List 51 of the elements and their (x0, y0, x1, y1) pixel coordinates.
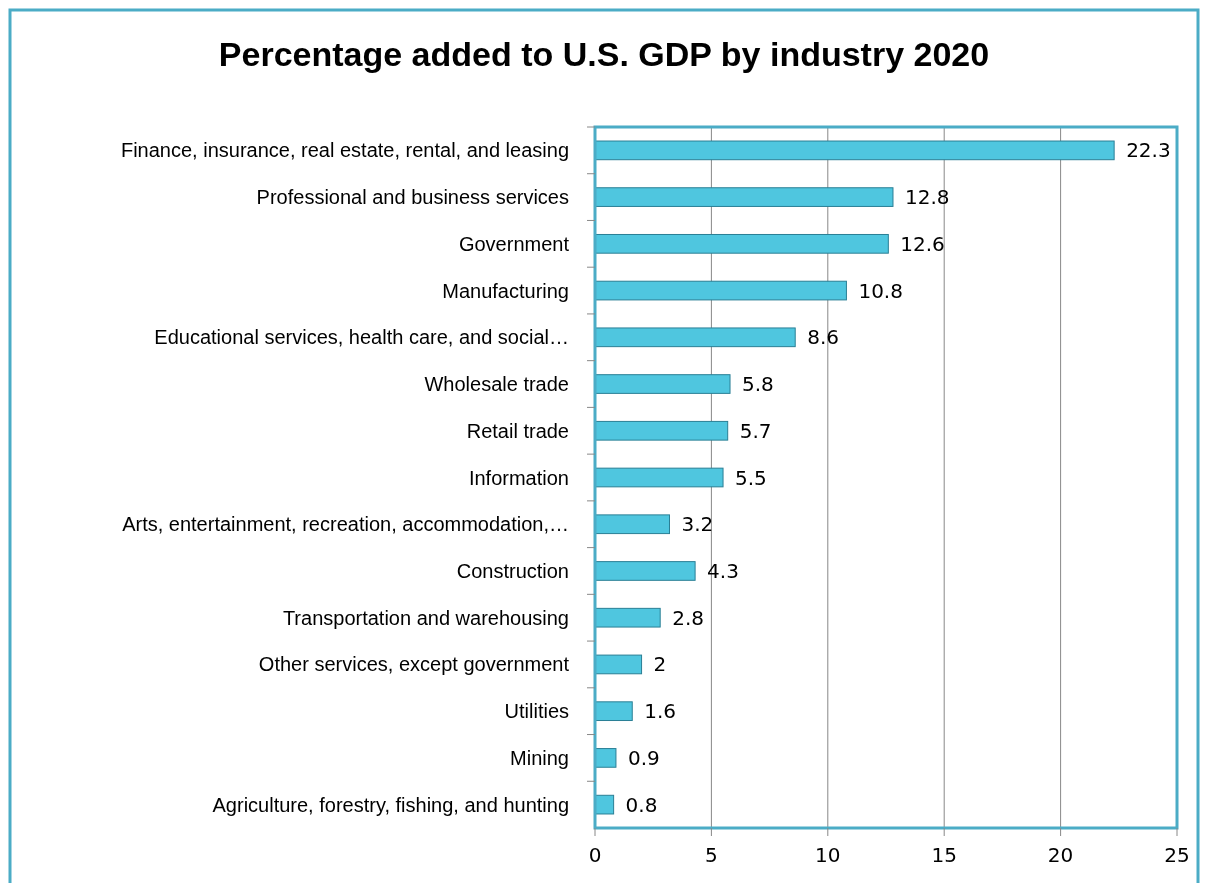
data-label: 12.6 (900, 231, 945, 256)
data-label: 2.8 (672, 605, 704, 630)
y-tick-label: Educational services, health care, and social… (154, 326, 569, 349)
bar (594, 140, 1115, 161)
bar (594, 467, 724, 488)
y-tick-label: Retail trade (466, 419, 569, 442)
y-tick-label: Arts, entertainment, recreation, accommodation,… (122, 513, 569, 536)
bar (594, 701, 633, 722)
y-tick-label: Professional and business services (256, 186, 569, 209)
data-label: 22.3 (1126, 138, 1171, 163)
bar (594, 327, 796, 348)
bar (594, 748, 617, 768)
data-label: 5.7 (739, 418, 772, 443)
bar (594, 561, 696, 581)
chart-title: Percentage added to U.S. GDP by industry 2020 (218, 35, 990, 73)
bar (594, 420, 729, 441)
data-label: 4.3 (707, 558, 739, 583)
x-tick-label: 25 (1164, 843, 1190, 867)
y-tick-label: Transportation and warehousing (282, 606, 569, 629)
bar (594, 607, 661, 628)
data-label: 0.9 (627, 745, 660, 770)
y-tick-label: Agriculture, forestry, fishing, and hunting (212, 793, 569, 816)
data-label: 2 (653, 652, 667, 677)
bar (594, 187, 894, 207)
x-tick-label: 0 (588, 843, 602, 867)
bar (594, 374, 731, 394)
y-tick-label: Wholesale trade (424, 373, 569, 396)
data-label: 8.6 (807, 325, 840, 350)
bar (594, 514, 670, 535)
data-label: 12.8 (904, 185, 950, 210)
x-tick-label: 20 (1047, 843, 1074, 867)
y-tick-label: Mining (510, 746, 569, 769)
bar (594, 233, 889, 254)
y-tick-label: Government (458, 232, 570, 255)
y-tick-label: Information (468, 466, 569, 489)
y-tick-label: Other services, except government (258, 653, 570, 676)
bar (594, 280, 847, 301)
data-label: 1.6 (644, 699, 677, 724)
bar (594, 654, 643, 675)
x-tick-label: 5 (705, 843, 718, 867)
data-label: 5.5 (735, 465, 767, 490)
y-tick-label: Construction (456, 559, 569, 582)
x-tick-label: 15 (931, 843, 957, 867)
data-label: 10.8 (858, 278, 903, 303)
x-tick-label: 10 (815, 843, 841, 867)
data-label: 0.8 (625, 792, 658, 817)
data-label: 5.8 (742, 372, 774, 397)
y-tick-label: Finance, insurance, real estate, rental, and leasing (120, 139, 569, 162)
data-label: 3.2 (681, 512, 714, 537)
y-tick-label: Manufacturing (442, 279, 569, 302)
y-tick-label: Utilities (504, 700, 569, 723)
